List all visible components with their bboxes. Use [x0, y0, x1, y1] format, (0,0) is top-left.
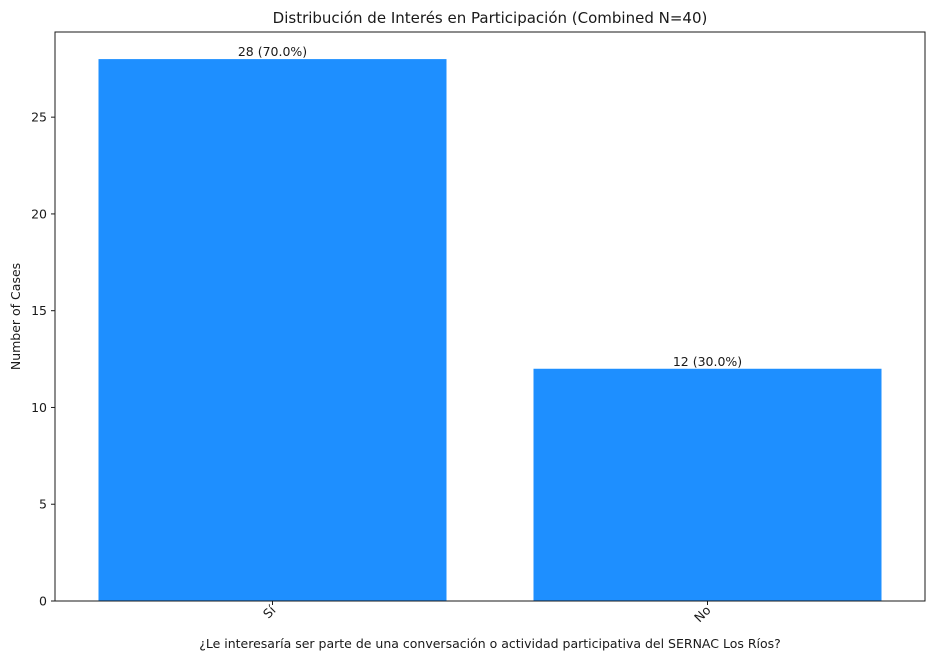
y-tick-label: 10: [31, 400, 47, 415]
y-tick-label: 25: [31, 110, 47, 125]
x-tick-label: Sí: [260, 602, 279, 621]
plot-frame: [54, 31, 926, 602]
y-axis-label: Number of Cases: [8, 263, 23, 370]
chart-title: Distribución de Interés en Participación…: [273, 9, 708, 27]
x-tick-label: No: [691, 603, 714, 626]
bar-0: [98, 59, 447, 602]
y-tick-label: 0: [39, 594, 47, 609]
bar-1: [533, 368, 882, 601]
y-tick-label: 15: [31, 303, 47, 318]
y-tick-label: 5: [39, 497, 47, 512]
x-axis-label: ¿Le interesaría ser parte de una convers…: [199, 636, 781, 651]
bar-value-label: 12 (30.0%): [673, 354, 742, 369]
y-tick-label: 20: [31, 206, 47, 221]
bar-value-label: 28 (70.0%): [238, 44, 307, 59]
